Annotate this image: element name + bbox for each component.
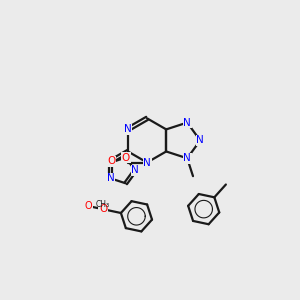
Text: O: O bbox=[107, 156, 115, 166]
Text: N: N bbox=[143, 158, 151, 167]
Text: N: N bbox=[124, 124, 132, 134]
Text: N: N bbox=[196, 135, 204, 146]
Text: O: O bbox=[99, 204, 107, 214]
Text: O: O bbox=[85, 201, 92, 211]
Text: O: O bbox=[122, 153, 130, 163]
Text: N: N bbox=[107, 173, 115, 183]
Text: N: N bbox=[183, 153, 191, 163]
Text: CH₃: CH₃ bbox=[96, 200, 110, 209]
Text: N: N bbox=[131, 166, 139, 176]
Text: N: N bbox=[183, 118, 191, 128]
